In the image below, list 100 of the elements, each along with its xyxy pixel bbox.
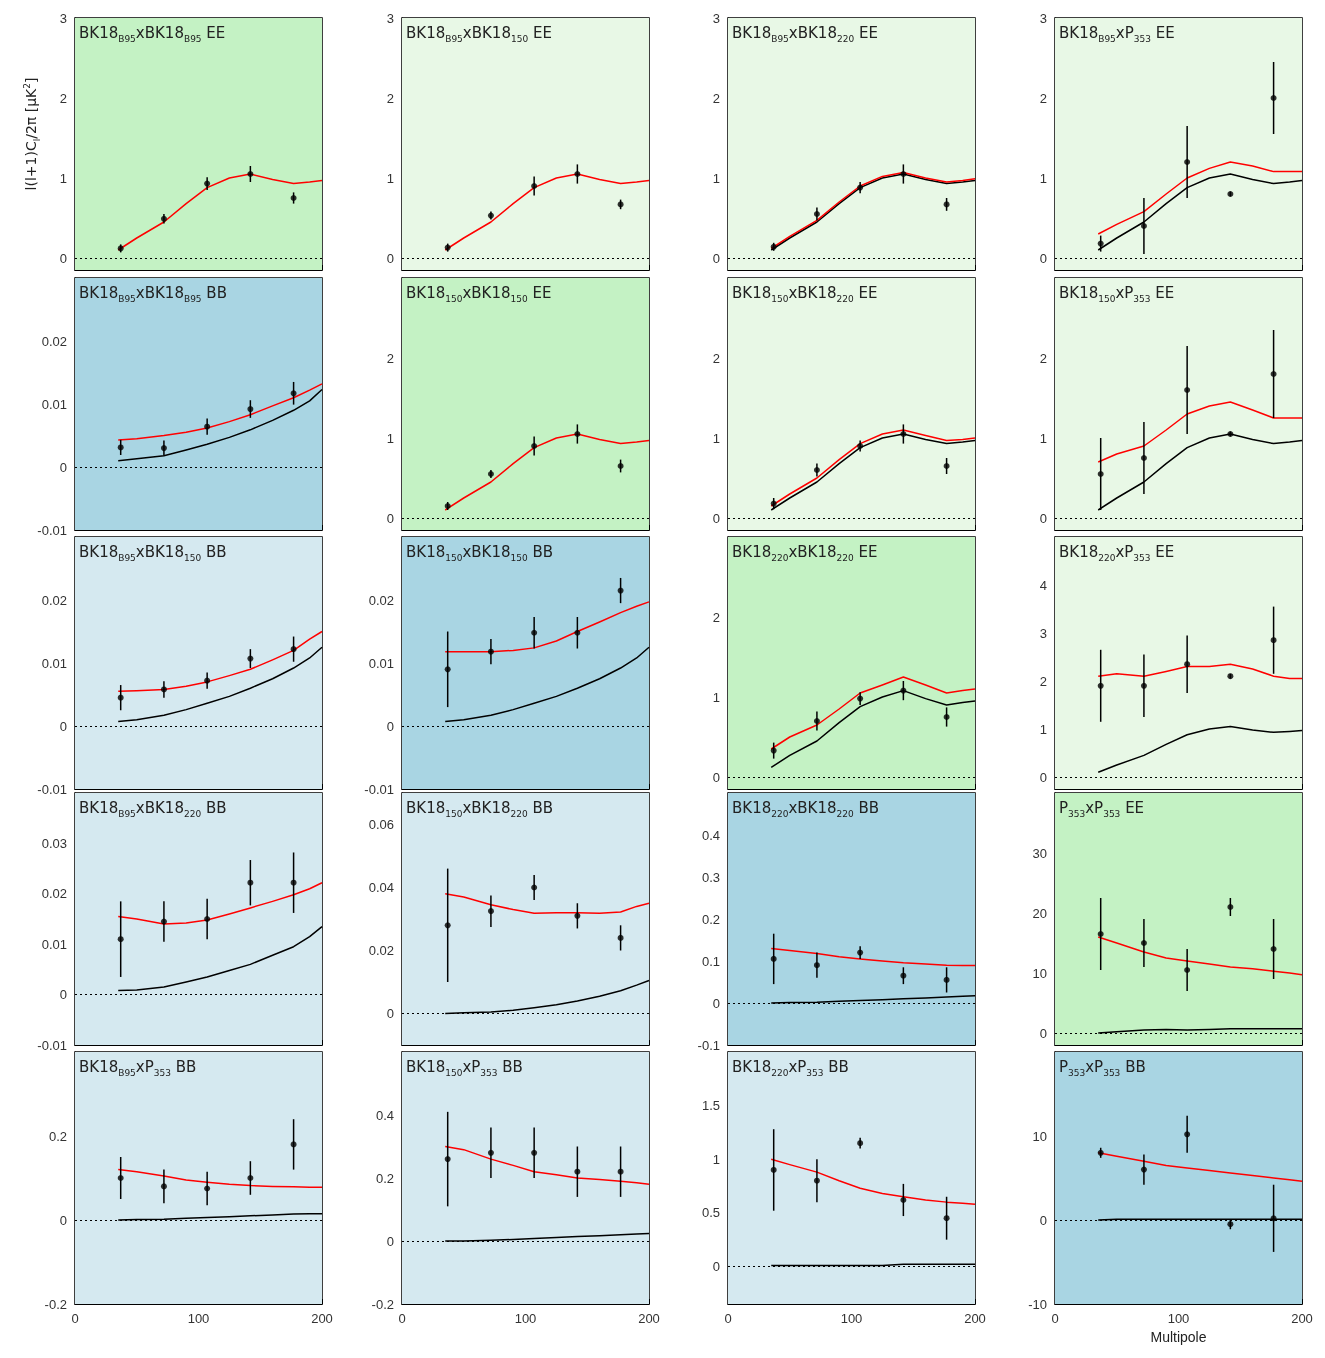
y-tick-label: 20 (1032, 905, 1047, 921)
point (813, 467, 820, 473)
line-series (444, 433, 650, 511)
y-tick-label: 3 (1039, 625, 1047, 641)
point (1184, 387, 1191, 393)
y-tick-label: -0.01 (37, 781, 67, 797)
point (487, 648, 494, 655)
y-tick-label: 0.02 (368, 943, 394, 958)
point (574, 912, 581, 919)
y-tick-label: 0.04 (368, 880, 394, 895)
point (943, 714, 950, 720)
y-tick-label: -0.01 (37, 1037, 67, 1053)
point (247, 879, 254, 886)
point (531, 629, 538, 636)
point (1097, 931, 1104, 937)
point (574, 629, 581, 636)
point (290, 646, 297, 653)
y-tick-label: 1 (1039, 430, 1047, 446)
point (857, 443, 864, 449)
y-tick-label: 0.06 (368, 817, 394, 832)
y-tick-label: 1 (386, 430, 394, 446)
point (1184, 967, 1191, 973)
y-tick-label: 0 (59, 459, 67, 475)
y-tick-label: 2 (712, 609, 720, 625)
text: BK18$_{B95}$xBK18$_{220}$ EE (732, 24, 878, 44)
point (290, 390, 297, 397)
text: P$_{353}$xP$_{353}$ EE (1059, 799, 1145, 819)
y-tick-label: 0.01 (41, 655, 67, 671)
point (1140, 682, 1147, 689)
y-tick-label: 0 (712, 1258, 720, 1274)
x-tick-label: 0 (71, 1311, 79, 1326)
x-tick-label: 100 (514, 1311, 537, 1326)
text: BK18$_{150}$xP$_{353}$ BB (406, 1058, 523, 1078)
point (160, 445, 167, 452)
point (290, 879, 297, 886)
point (160, 686, 167, 693)
y-tick-label: 0 (386, 1006, 394, 1021)
y-tick-label: -0.2 (44, 1296, 67, 1312)
y-tick-label: 1 (712, 689, 720, 705)
y-tick-label: 10 (1032, 965, 1047, 981)
text: BK18$_{150}$xBK18$_{150}$ BB (406, 543, 554, 563)
point (247, 171, 254, 177)
point (617, 1168, 624, 1175)
point (444, 666, 451, 673)
text: BK18$_{B95}$xBK18$_{150}$ BB (79, 543, 227, 563)
line-series (117, 630, 323, 693)
y-tick-label: 3 (712, 10, 720, 26)
point (160, 1183, 167, 1190)
point (813, 962, 820, 969)
text: BK18$_{B95}$xBK18$_{B95}$ EE (79, 24, 226, 44)
y-tick-label: 0 (712, 250, 720, 266)
point (117, 1175, 124, 1181)
point (943, 201, 950, 208)
text: BK18$_{150}$xBK18$_{220}$ EE (732, 284, 878, 304)
point (247, 406, 254, 413)
y-tick-label: 1 (1039, 721, 1047, 737)
point (574, 431, 581, 437)
y-tick-label: 0 (386, 250, 394, 266)
text: P$_{353}$xP$_{353}$ BB (1059, 1058, 1146, 1078)
text: BK18$_{220}$xP$_{353}$ BB (732, 1058, 849, 1078)
y-tick-label: 0 (59, 1212, 67, 1228)
y-tick-label: 2 (386, 90, 394, 106)
point (770, 955, 777, 962)
line-series (117, 383, 323, 441)
line-series (770, 1158, 976, 1206)
y-tick-label: 0.02 (41, 592, 67, 608)
y-tick-label: 0 (712, 769, 720, 785)
line-series (444, 1145, 650, 1186)
y-tick-label: 10 (1032, 1128, 1047, 1144)
line-series (117, 1168, 323, 1188)
y-tick-label: 2 (712, 350, 720, 366)
y-tick-label: 0.01 (41, 936, 67, 952)
y-tick-label: 0 (1039, 769, 1047, 785)
text: BK18$_{B95}$xBK18$_{150}$ EE (406, 24, 552, 44)
x-axis-title: Multipole (1150, 1329, 1207, 1345)
y-tick-label: -0.01 (364, 781, 394, 797)
y-tick-label: 30 (1032, 845, 1047, 861)
y-tick-label: 0.3 (701, 869, 720, 885)
point (900, 431, 907, 437)
point (204, 1185, 211, 1192)
point (900, 1196, 907, 1203)
point (1097, 682, 1104, 689)
point (1270, 95, 1277, 101)
y-tick-label: 0 (386, 510, 394, 526)
y-tick-label: 2 (59, 90, 67, 106)
line-series (1097, 161, 1303, 235)
line-series (117, 881, 323, 925)
point (857, 695, 864, 702)
y-tick-label: 2 (1039, 90, 1047, 106)
text: BK18$_{B95}$xP$_{353}$ EE (1059, 24, 1175, 44)
point (487, 1149, 494, 1156)
point (813, 718, 820, 724)
line-series (770, 947, 976, 967)
point (857, 949, 864, 956)
y-tick-label: 2 (1039, 673, 1047, 689)
y-tick-label: 0.4 (375, 1107, 394, 1123)
point (117, 694, 124, 701)
y-tick-label: 1.5 (701, 1098, 720, 1114)
point (1270, 946, 1277, 952)
text: BK18$_{220}$xP$_{353}$ EE (1059, 543, 1175, 563)
